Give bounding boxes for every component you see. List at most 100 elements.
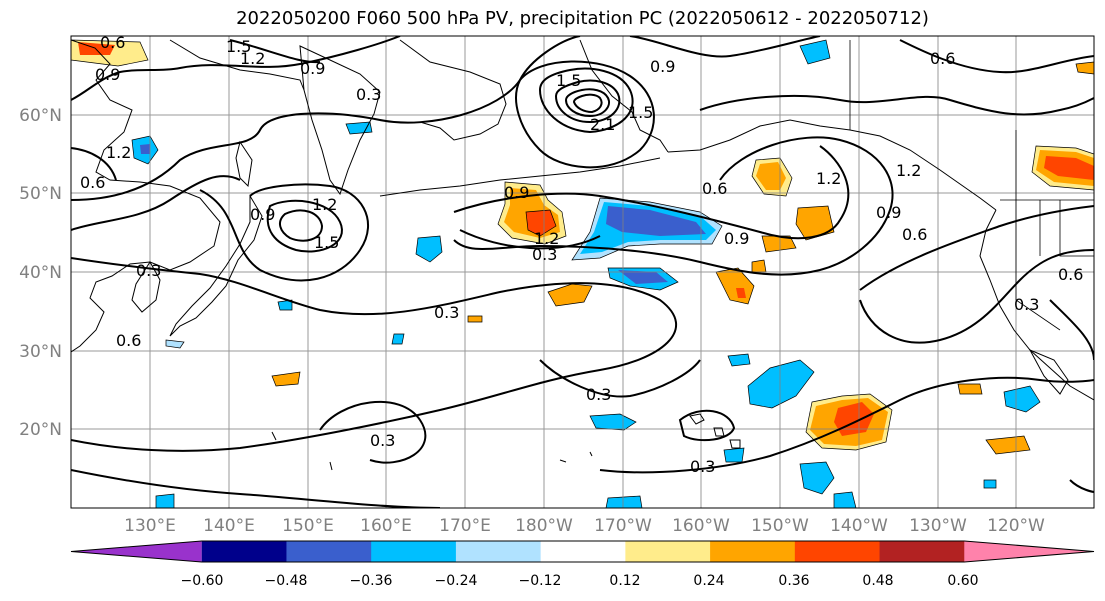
lat-label: 20°N [19,420,62,440]
colorbar-segment [879,541,965,562]
contour-line [71,36,401,101]
coastline-korea [131,261,161,313]
coastline-alaska-west [579,39,669,153]
colorbar-segment [794,541,881,562]
contour-label: 0.6 [80,173,105,192]
colorbar-label: −0.36 [350,573,393,589]
precip-patch-gulf-orange [751,259,767,273]
lon-label: 180°W [515,516,573,536]
contour-line [515,60,655,169]
contour-label: 0.9 [724,229,749,248]
colorbar-segment [201,541,287,562]
lat-label: 50°N [19,184,62,204]
contour-line [459,229,601,250]
precip-patch-hawaii [727,353,751,367]
latitude-labels: 60°N 50°N 40°N 30°N 20°N [19,106,62,440]
contour-line [699,94,1094,116]
coastlines [71,39,1094,471]
contour-line [199,183,370,282]
contour-label: 0.3 [356,85,381,104]
contour-line [71,257,677,452]
precip-patch-small [467,315,483,323]
lat-label: 40°N [19,263,62,283]
contour-label: 1.2 [896,161,921,180]
lon-label: 160°E [360,516,412,536]
precip-patch-small [547,283,593,307]
colorbar [70,540,1095,563]
colorbar-segment [371,541,457,562]
contour-line [564,88,610,118]
precip-patch-nwpac-red [525,209,557,237]
precip-patch-okhotsk [345,121,373,135]
precip-patch-small [983,479,997,489]
contour-line [229,39,321,64]
colorbar-segment [286,541,372,562]
contour-label: 0.3 [434,303,459,322]
precip-patch-east-blue [1003,385,1041,413]
coastline-okhotsk-north [169,39,305,91]
colorbar-label: 0.48 [862,573,893,589]
contour-labels: 0.6 0.9 1.5 1.2 0.9 0.3 0.9 0.6 1.2 1.2 … [80,36,1083,476]
contour-label: 0.9 [504,183,529,202]
contour-line [71,469,441,508]
precip-patch-small [391,333,405,345]
colorbar-outline [70,540,1095,563]
contour-line [1049,299,1094,361]
precip-patch-hawaii [589,413,637,431]
contour-label: 0.9 [250,205,275,224]
contour-label: 0.6 [930,49,955,68]
contour-line [538,67,634,134]
map-title: 2022050200 F060 500 hPa PV, precipitatio… [236,8,929,29]
precip-patch-hawaii [723,447,745,463]
contour-label: 0.3 [586,385,611,404]
contour-label: 1.5 [628,103,653,122]
precip-patch-east-blue2 [605,495,643,508]
lon-label: 130°E [124,516,176,536]
contour-label: 1.2 [816,169,841,188]
border-states [1015,130,1094,331]
precip-patch-blue-south [618,270,668,284]
borders [849,40,1094,331]
contour-label: 1.2 [312,195,337,214]
contour-line [554,79,621,124]
precip-patch-east-orange2 [957,383,983,395]
contour-label: 0.3 [690,457,715,476]
precip-patch-east-orange2 [985,435,1031,455]
precip-patch-kamchatka [140,144,150,154]
contour-label: 0.3 [136,261,161,280]
precip-patch-east-blue2 [155,493,175,508]
contour-line [278,209,324,242]
lon-label: 120°W [987,516,1045,536]
colorbar-label: −0.12 [519,573,562,589]
contour-label: 1.5 [314,233,339,252]
contour-label: 0.6 [1058,265,1083,284]
contour-label: 0.6 [116,331,141,350]
lon-label: 160°W [672,516,730,536]
contour-label: 1.2 [240,49,265,68]
contour-line [899,39,1094,74]
precip-patch-hawaii [747,359,815,409]
precip-patch-small [165,339,185,349]
coastline-asia [71,39,221,353]
colorbar-label: −0.24 [435,573,478,589]
contour-label: 1.5 [226,37,251,56]
contour-label: 2.1 [590,115,615,134]
colorbar-label: 0.36 [778,573,809,589]
longitude-labels: 130°E 140°E 150°E 160°E 170°E 180°W 170°… [124,516,1045,536]
coastline-islands [271,431,593,471]
coastline-sakhalin [235,140,253,188]
precip-patch-small [271,371,301,387]
colorbar-labels: −0.60 −0.48 −0.36 −0.24 −0.12 0.12 0.24 … [181,573,979,589]
lon-label: 170°W [594,516,652,536]
contour-label: 0.9 [95,65,120,84]
precip-patch-gulf-orange [756,162,786,190]
colorbar-extend-min [71,541,202,562]
contour-line [453,136,894,276]
contour-line [678,409,736,442]
coastline-japan [169,194,263,337]
contour-label: 1.2 [534,229,559,248]
coastline-baja [1028,348,1069,395]
lon-label: 140°W [830,516,888,536]
contour-label: 0.3 [1014,295,1039,314]
